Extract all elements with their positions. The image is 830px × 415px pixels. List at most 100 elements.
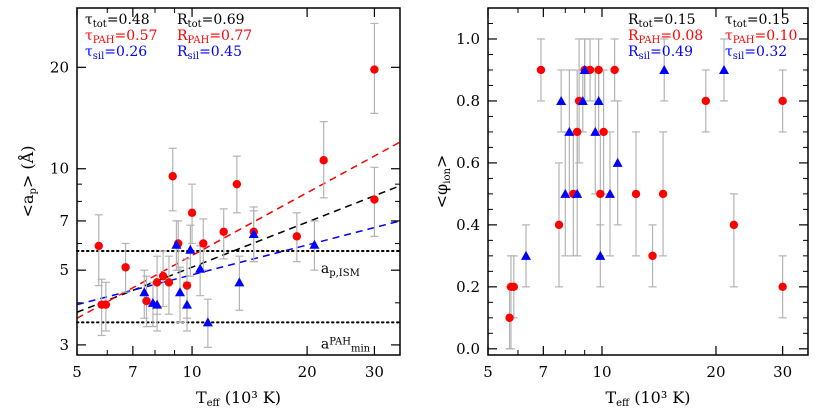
error-bar <box>729 193 738 288</box>
data-point-pah <box>631 189 641 199</box>
y-tick-label: 0.6 <box>456 154 480 172</box>
data-point-silicate <box>234 277 245 287</box>
data-point-pah <box>168 172 177 181</box>
data-point-pah <box>152 278 162 287</box>
data-point-pah <box>778 96 787 106</box>
stat-r: Rtot=0.69 <box>177 12 245 30</box>
y-tick-label: 0.8 <box>456 92 480 110</box>
y-axis-title: <ap> (Å) <box>17 146 39 218</box>
x-tick-label: 7 <box>539 363 549 381</box>
data-point-pah <box>94 241 103 251</box>
data-point-pah <box>319 156 328 165</box>
y-tick-label: 0.0 <box>456 340 480 358</box>
stat-r: RPAH=0.77 <box>177 28 252 46</box>
y-tick-label: 10 <box>50 160 69 178</box>
y-tick-label: 0.2 <box>456 278 480 296</box>
data-point-pah <box>505 313 514 323</box>
data-point-silicate <box>202 317 213 327</box>
stat-r: Rsil=0.49 <box>628 44 693 62</box>
x-tick-label: 20 <box>706 363 725 381</box>
data-point-silicate <box>577 95 588 105</box>
data-point-pah <box>658 189 668 199</box>
x-axis-title: Teff (10³ K) <box>196 388 281 409</box>
data-point-pah <box>199 239 208 248</box>
data-point-pah <box>536 65 546 75</box>
x-tick-label: 5 <box>72 363 82 381</box>
data-point-silicate <box>593 95 604 105</box>
x-tick-label: 20 <box>298 363 317 381</box>
data-point-silicate <box>612 157 623 167</box>
stat-tau: τsil=0.32 <box>725 44 787 62</box>
x-tick-label: 10 <box>592 363 611 381</box>
stat-tau: τPAH=0.57 <box>85 28 157 46</box>
data-point-silicate <box>175 287 186 297</box>
data-point-pah <box>648 251 657 261</box>
x-tick-label: 30 <box>773 363 792 381</box>
fit-line-pah <box>76 141 401 319</box>
reference-line-label: ap,ISM <box>321 261 360 279</box>
data-point-silicate <box>572 188 583 198</box>
data-point-pah <box>554 220 564 230</box>
data-point-silicate <box>195 263 206 273</box>
plot-frame <box>487 7 809 356</box>
data-point-pah <box>701 96 710 106</box>
data-point-pah <box>219 227 228 236</box>
data-point-pah <box>292 232 302 241</box>
data-point-pah <box>594 65 603 75</box>
data-point-silicate <box>185 244 196 254</box>
y-tick-label: 0.4 <box>456 216 480 234</box>
data-point-silicate <box>564 126 575 136</box>
data-point-pah <box>572 127 582 137</box>
data-point-silicate <box>556 95 567 105</box>
stat-r: Rtot=0.15 <box>628 12 696 30</box>
y-tick-label: 3 <box>59 336 69 354</box>
x-tick-label: 10 <box>183 363 202 381</box>
x-tick-label: 7 <box>128 363 138 381</box>
data-point-pah <box>778 282 787 292</box>
data-point-silicate <box>595 250 606 260</box>
data-point-silicate <box>248 229 259 239</box>
y-tick-label: 1.0 <box>456 30 480 48</box>
data-point-pah <box>142 296 151 306</box>
data-point-pah <box>596 189 605 199</box>
data-point-pah <box>101 300 111 309</box>
data-point-silicate <box>521 250 532 260</box>
data-point-pah <box>182 281 192 290</box>
data-point-silicate <box>181 299 192 309</box>
data-point-silicate <box>659 64 670 74</box>
data-point-pah <box>610 65 619 75</box>
reference-line-label: aPAHmin <box>321 336 371 354</box>
fit-line-sil <box>76 220 401 306</box>
stat-tau: τtot=0.48 <box>85 12 150 30</box>
data-point-pah <box>370 195 379 204</box>
data-point-silicate <box>171 239 182 249</box>
data-point-pah <box>599 127 608 137</box>
x-tick-label: 5 <box>483 363 493 381</box>
stat-r: Rsil=0.45 <box>177 44 242 62</box>
stat-tau: τsil=0.26 <box>85 44 147 62</box>
data-point-pah <box>158 271 168 281</box>
data-point-pah <box>729 220 739 230</box>
data-point-pah <box>121 263 130 272</box>
data-point-pah <box>370 65 379 74</box>
data-point-silicate <box>590 126 601 136</box>
y-tick-label: 5 <box>59 261 69 279</box>
fit-line-total <box>76 185 401 313</box>
data-point-silicate <box>579 64 590 74</box>
data-point-pah <box>187 208 197 218</box>
plot-frame <box>76 7 401 356</box>
data-point-silicate <box>139 287 150 297</box>
data-point-silicate <box>309 239 320 249</box>
stat-r: RPAH=0.08 <box>628 28 703 46</box>
data-point-silicate <box>152 299 163 309</box>
data-point-silicate <box>560 188 571 198</box>
x-axis-title: Teff (10³ K) <box>605 388 690 409</box>
stat-tau: τtot=0.15 <box>725 12 790 30</box>
y-tick-label: 7 <box>59 212 69 230</box>
data-point-pah <box>509 282 519 292</box>
x-tick-label: 30 <box>365 363 384 381</box>
data-point-silicate <box>718 64 729 74</box>
y-tick-label: 20 <box>50 58 69 76</box>
